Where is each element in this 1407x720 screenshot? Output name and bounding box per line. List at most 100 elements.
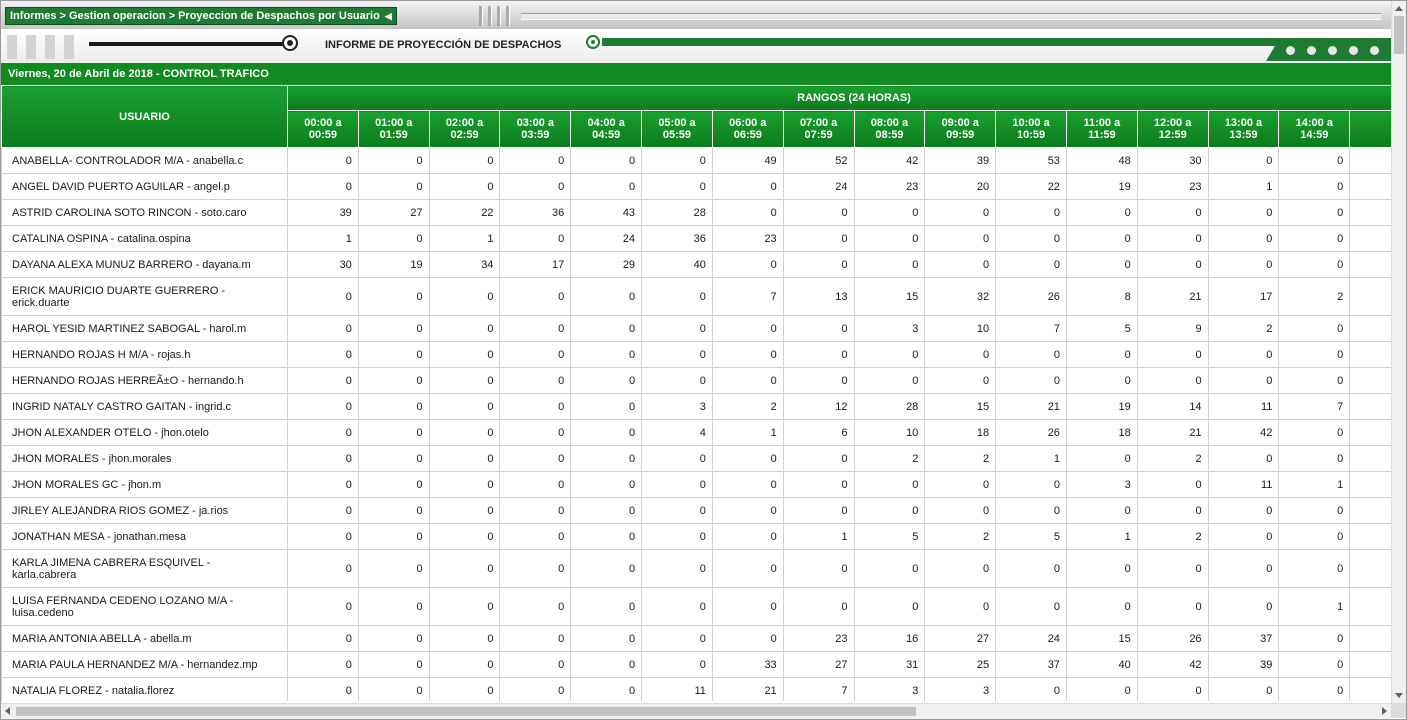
count-cell: 0 [711,497,784,524]
count-cell: 1 [1278,471,1351,498]
count-cell: 0 [357,445,430,472]
count-cell: 0 [1207,251,1280,278]
user-cell: INGRID NATALY CASTRO GAITAN - ingrid.c [1,393,288,420]
count-cell [1349,419,1391,446]
count-cell: 0 [641,315,713,342]
slider-knob-icon[interactable] [282,35,298,51]
count-cell: 32 [924,277,997,316]
user-name-line: HAROL YESID MARTINEZ SABOGAL - harol.m [12,322,247,335]
slider-track [89,42,285,46]
breadcrumb-text[interactable]: Informes > Gestion operacion > Proyeccio… [10,10,380,22]
count-cell: 0 [499,497,572,524]
count-cell: 0 [357,587,430,626]
count-cell: 23 [782,625,855,652]
user-cell: ERICK MAURICIO DUARTE GUERRERO - erick.du… [1,277,288,316]
column-header-hour: 14:00 a 14:59 [1278,110,1351,148]
count-cell: 0 [641,445,713,472]
count-cell: 0 [1278,315,1351,342]
report-table-container: USUARIO RANGOS (24 HORAS) 00:00 a 00:59 01… [1,85,1391,701]
breadcrumb[interactable]: Informes > Gestion operacion > Proyeccio… [5,7,397,25]
count-cell: 0 [1207,497,1280,524]
table-row: ERICK MAURICIO DUARTE GUERRERO - erick.du… [1,277,1391,316]
horizontal-scroll-thumb[interactable] [16,707,916,716]
table-row: LUISA FERNANDA CEDENO LOZANO M/A - luisa.… [1,587,1391,626]
hour-label-line: 09:00 a [941,117,979,129]
count-cell: 0 [357,225,430,252]
count-cell [1349,277,1391,316]
hour-label-line: 13:59 [1229,129,1258,141]
user-cell: MARIA ANTONIA ABELLA - abella.m [1,625,288,652]
count-cell: 0 [570,471,643,498]
hour-label-line: 07:59 [804,129,833,141]
count-cell: 0 [499,587,572,626]
count-cell: 0 [570,549,643,588]
user-name-line: karla.cabrera [12,568,77,581]
count-cell: 27 [782,651,855,678]
count-cell: 21 [1136,277,1209,316]
count-cell: 12 [782,393,855,420]
count-cell: 0 [924,549,997,588]
count-cell: 3 [853,677,926,701]
count-cell: 42 [1136,651,1209,678]
count-cell: 0 [287,587,359,626]
horizontal-scrollbar[interactable] [1,703,1391,719]
pager-dots [1266,40,1391,61]
count-cell: 0 [1278,225,1351,252]
count-cell: 0 [782,341,855,368]
column-header-hour: 08:00 a 08:59 [853,110,926,148]
count-cell: 22 [428,199,501,226]
count-cell: 0 [1278,677,1351,701]
pager-dot-icon[interactable] [1370,46,1379,55]
pager-dot-icon[interactable] [1286,46,1295,55]
column-header-usuario: USUARIO [1,85,288,148]
vertical-scrollbar[interactable] [1391,1,1406,703]
hour-label-line: 01:00 a [375,117,413,129]
user-name-line: JONATHAN MESA - jonathan.mesa [12,530,187,543]
scroll-left-icon[interactable] [5,707,10,715]
count-cell [1349,251,1391,278]
pager-dot-icon[interactable] [1328,46,1337,55]
vertical-scroll-thumb[interactable] [1394,16,1404,54]
scroll-right-icon[interactable] [1382,707,1387,715]
scroll-up-icon[interactable] [1395,6,1403,11]
count-cell: 24 [570,225,643,252]
column-header-hour: 02:00 a 02:59 [428,110,501,148]
count-cell: 0 [1207,677,1280,701]
count-cell: 0 [711,445,784,472]
hour-label-line: 06:00 a [729,117,767,129]
count-cell: 11 [1207,471,1280,498]
count-cell: 0 [853,225,926,252]
table-row: ASTRID CAROLINA SOTO RINCON - soto.caro 3… [1,199,1391,226]
collapse-arrow-icon[interactable]: ◀ [384,11,392,21]
column-header-hour: 10:00 a 10:59 [995,110,1067,148]
count-cell: 0 [782,251,855,278]
count-cell: 0 [995,341,1067,368]
count-cell: 0 [1065,549,1138,588]
count-cell: 0 [853,367,926,394]
count-cell: 0 [428,625,501,652]
count-cell: 0 [1278,341,1351,368]
toolbar-ridge [521,13,1381,20]
table-row: JHON MORALES - jhon.morales 0 0 0 0 0 0 0 0 2 2 1 0 2… [1,445,1391,472]
count-cell: 0 [1136,225,1209,252]
count-cell: 9 [1136,315,1209,342]
count-cell: 2 [1136,445,1209,472]
count-cell: 0 [287,523,359,550]
count-cell: 20 [924,173,997,200]
pager-dot-icon[interactable] [1307,46,1316,55]
count-cell: 0 [428,277,501,316]
count-cell: 0 [853,549,926,588]
hour-label-line: 13:00 a [1224,117,1263,129]
count-cell: 0 [1136,549,1209,588]
count-cell: 3 [1065,471,1138,498]
user-name-line: JHON MORALES - jhon.morales [12,452,172,465]
pager-dot-icon[interactable] [1349,46,1358,55]
count-cell: 0 [782,315,855,342]
count-cell: 0 [924,225,997,252]
count-cell: 48 [1065,147,1138,174]
scroll-down-icon[interactable] [1395,693,1403,698]
count-cell: 0 [357,367,430,394]
count-cell: 0 [924,251,997,278]
count-cell: 0 [357,315,430,342]
